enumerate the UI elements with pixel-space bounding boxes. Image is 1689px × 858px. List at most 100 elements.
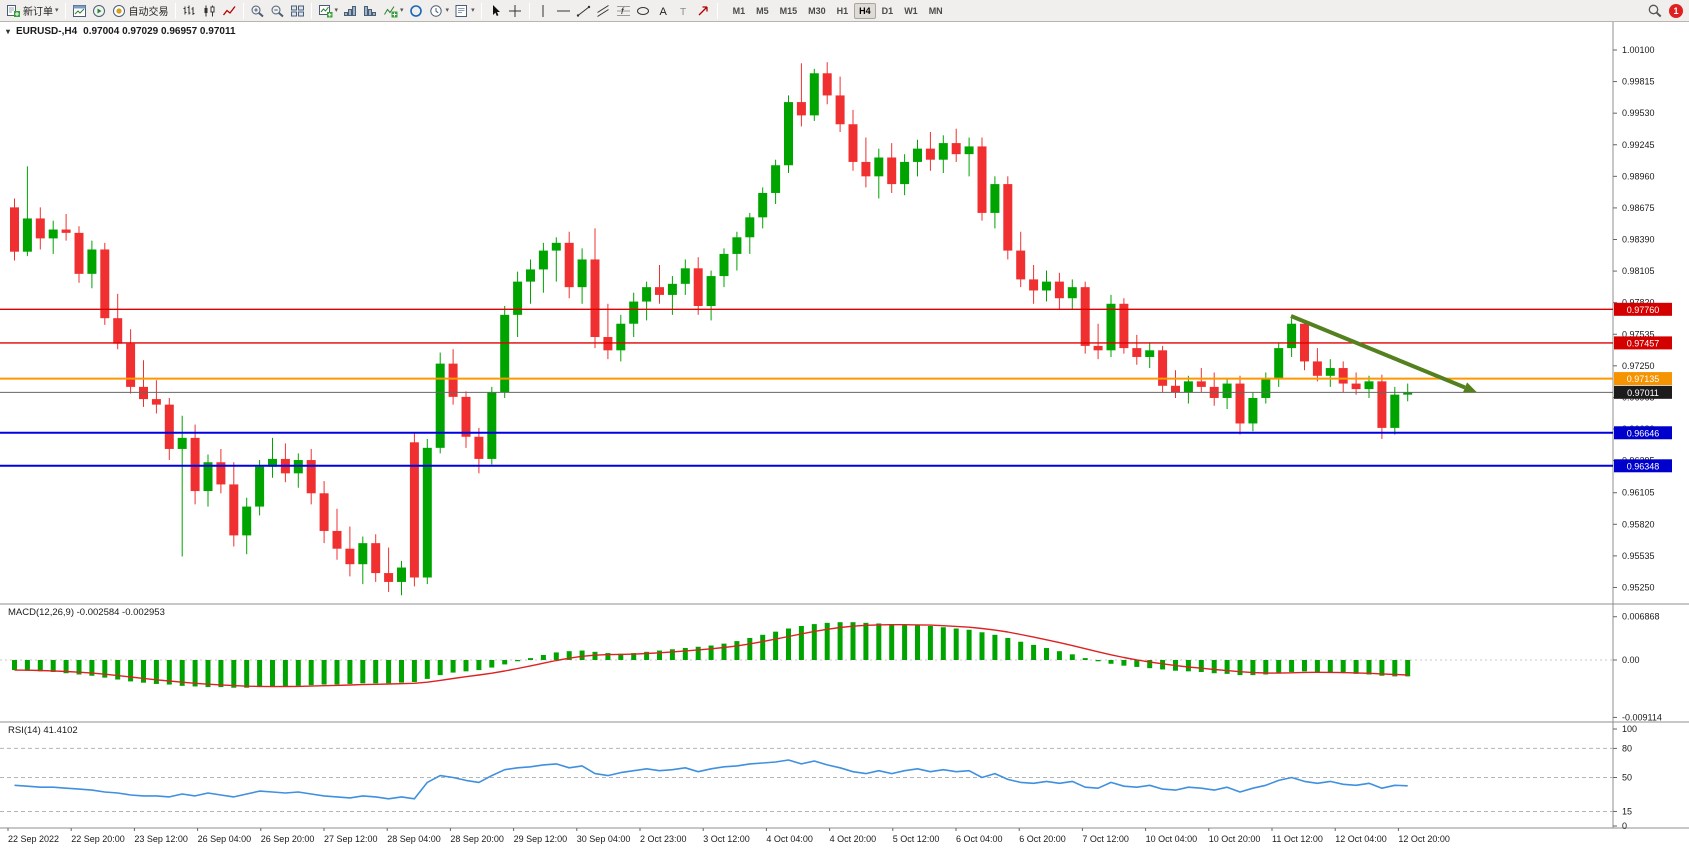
auto-arrange-icon[interactable]: [341, 1, 360, 21]
svg-text:22 Sep 2022: 22 Sep 2022: [8, 834, 59, 844]
toolbar-separator: [242, 2, 244, 19]
arrows-icon[interactable]: [694, 1, 713, 21]
svg-text:50: 50: [1622, 773, 1632, 783]
svg-text:80: 80: [1622, 743, 1632, 753]
chart-menu-icon[interactable]: ▾: [6, 27, 11, 36]
toolbar-separator: [716, 2, 718, 19]
svg-text:0.97820: 0.97820: [1622, 298, 1655, 308]
toolbar-separator: [480, 2, 482, 19]
new-chart-icon-caret[interactable]: ▾: [334, 7, 339, 14]
templates-icon[interactable]: ▾: [452, 1, 477, 21]
horizontal-line-icon[interactable]: [554, 1, 573, 21]
svg-text:29 Sep 12:00: 29 Sep 12:00: [514, 834, 568, 844]
new-order-button[interactable]: 新订单 ▾: [4, 1, 61, 21]
timeframe-H1[interactable]: H1: [836, 5, 849, 16]
expert-advisors-icon[interactable]: [90, 1, 109, 21]
svg-text:11 Oct 12:00: 11 Oct 12:00: [1272, 834, 1323, 844]
svg-text:7 Oct 12:00: 7 Oct 12:00: [1082, 834, 1129, 844]
indicators-icon[interactable]: ▾: [381, 1, 406, 21]
svg-text:0.99245: 0.99245: [1622, 140, 1655, 150]
trend-arrow[interactable]: [1290, 314, 1477, 393]
timeframe-M15[interactable]: M15: [779, 5, 798, 16]
svg-text:12 Oct 20:00: 12 Oct 20:00: [1398, 834, 1450, 844]
rsi-indicator-label: RSI(14) 41.4102: [8, 725, 78, 736]
cycles-icon[interactable]: [407, 1, 426, 21]
svg-text:A: A: [659, 6, 667, 18]
price-tag-0.96348: 0.96348: [1614, 459, 1672, 473]
toolbar: 新订单 ▾ 自动交易 ▾ ▾ ▾ ▾ f A T M1 M5 M15 M30 H1 H4 D1 W1 MN 1: [0, 0, 1689, 22]
line-chart-icon[interactable]: [220, 1, 239, 21]
candlestick-chart-icon[interactable]: [200, 1, 219, 21]
svg-text:0.98105: 0.98105: [1622, 266, 1655, 276]
timeframe-M1[interactable]: M1: [732, 5, 746, 16]
trendline-icon[interactable]: [574, 1, 593, 21]
time-axis: 22 Sep 2022 22 Sep 20:00 23 Sep 12:00 26 Se…: [7, 828, 1450, 844]
rsi-axis: 100 80 50 15 0: [1613, 724, 1637, 831]
svg-text:15: 15: [1622, 806, 1632, 816]
new-chart-icon[interactable]: ▾: [316, 1, 341, 21]
zoom-out-icon[interactable]: [268, 1, 287, 21]
macd-signal-line: [14, 624, 1408, 688]
svg-text:2 Oct 23:00: 2 Oct 23:00: [640, 834, 687, 844]
svg-text:0.96646: 0.96646: [1627, 428, 1660, 438]
zoom-in-icon[interactable]: [248, 1, 267, 21]
vertical-line-icon[interactable]: [534, 1, 553, 21]
fibonacci-icon[interactable]: f: [614, 1, 633, 21]
autotrading-button[interactable]: 自动交易: [110, 1, 171, 21]
charts-window-icon[interactable]: [70, 1, 89, 21]
chart-area[interactable]: 1.00100 0.99815 0.99530 0.99245 0.98960 0.986…: [0, 22, 1689, 858]
candlesticks-layer: [10, 62, 1413, 596]
search-icon[interactable]: [1645, 1, 1665, 21]
cascade-windows-icon[interactable]: [361, 1, 380, 21]
text-icon[interactable]: A: [654, 1, 673, 21]
periods-icon-caret[interactable]: ▾: [445, 7, 450, 14]
symbol-timeframe-label: EURUSD-,H4: [16, 26, 78, 37]
macd-histogram: [12, 622, 1411, 688]
timeframe-M30[interactable]: M30: [808, 5, 826, 16]
chart-canvas[interactable]: 1.00100 0.99815 0.99530 0.99245 0.98960 0.986…: [0, 22, 1689, 858]
svg-text:0.95820: 0.95820: [1622, 519, 1655, 529]
tile-windows-icon[interactable]: [288, 1, 307, 21]
channel-icon[interactable]: [594, 1, 613, 21]
svg-text:5 Oct 12:00: 5 Oct 12:00: [893, 834, 940, 844]
label-icon[interactable]: T: [674, 1, 693, 21]
svg-text:0.95535: 0.95535: [1622, 551, 1655, 561]
cursor-icon[interactable]: [486, 1, 505, 21]
timeframe-H4[interactable]: H4: [854, 2, 876, 19]
svg-text:0.96348: 0.96348: [1627, 461, 1660, 471]
svg-text:6 Oct 20:00: 6 Oct 20:00: [1019, 834, 1066, 844]
svg-text:0.97457: 0.97457: [1627, 338, 1660, 348]
periods-icon[interactable]: ▾: [427, 1, 452, 21]
new-order-button-caret[interactable]: ▾: [55, 7, 59, 14]
svg-text:-0.009114: -0.009114: [1622, 712, 1662, 722]
shapes-icon[interactable]: [634, 1, 653, 21]
ohlc-values: 0.97004 0.97029 0.96957 0.97011: [83, 26, 236, 37]
toolbar-separator: [528, 2, 530, 19]
svg-text:22 Sep 20:00: 22 Sep 20:00: [71, 834, 125, 844]
svg-text:0.99530: 0.99530: [1622, 108, 1655, 118]
toolbar-separator: [174, 2, 176, 19]
notification-badge[interactable]: 1: [1669, 3, 1683, 18]
svg-text:12 Oct 04:00: 12 Oct 04:00: [1335, 834, 1387, 844]
svg-text:28 Sep 04:00: 28 Sep 04:00: [387, 834, 441, 844]
timeframe-D1[interactable]: D1: [881, 5, 894, 16]
macd-indicator-label: MACD(12,26,9) -0.002584 -0.002953: [8, 607, 165, 618]
svg-text:0: 0: [1622, 821, 1627, 831]
timeframe-M5[interactable]: M5: [756, 5, 769, 16]
templates-icon-caret[interactable]: ▾: [471, 7, 475, 14]
timeframe-W1[interactable]: W1: [904, 5, 918, 16]
svg-text:0.96105: 0.96105: [1622, 488, 1655, 498]
svg-text:0.00: 0.00: [1622, 655, 1640, 665]
autotrading-button-label: 自动交易: [128, 7, 169, 18]
timeframe-MN[interactable]: MN: [928, 5, 943, 16]
toolbar-separator: [64, 2, 66, 19]
svg-text:27 Sep 12:00: 27 Sep 12:00: [324, 834, 378, 844]
price-tag-0.96646: 0.96646: [1614, 426, 1672, 440]
crosshair-icon[interactable]: [506, 1, 525, 21]
indicators-icon-caret[interactable]: ▾: [400, 7, 404, 14]
svg-text:0.97011: 0.97011: [1627, 388, 1659, 398]
toolbar-icon-groups: 新订单 ▾ 自动交易 ▾ ▾ ▾ ▾ f A T: [4, 1, 713, 21]
chart-title: ▾ EURUSD-,H4 0.97004 0.97029 0.96957 0.9…: [6, 26, 236, 37]
price-tag-0.97457: 0.97457: [1614, 336, 1672, 350]
bar-chart-icon[interactable]: [180, 1, 199, 21]
